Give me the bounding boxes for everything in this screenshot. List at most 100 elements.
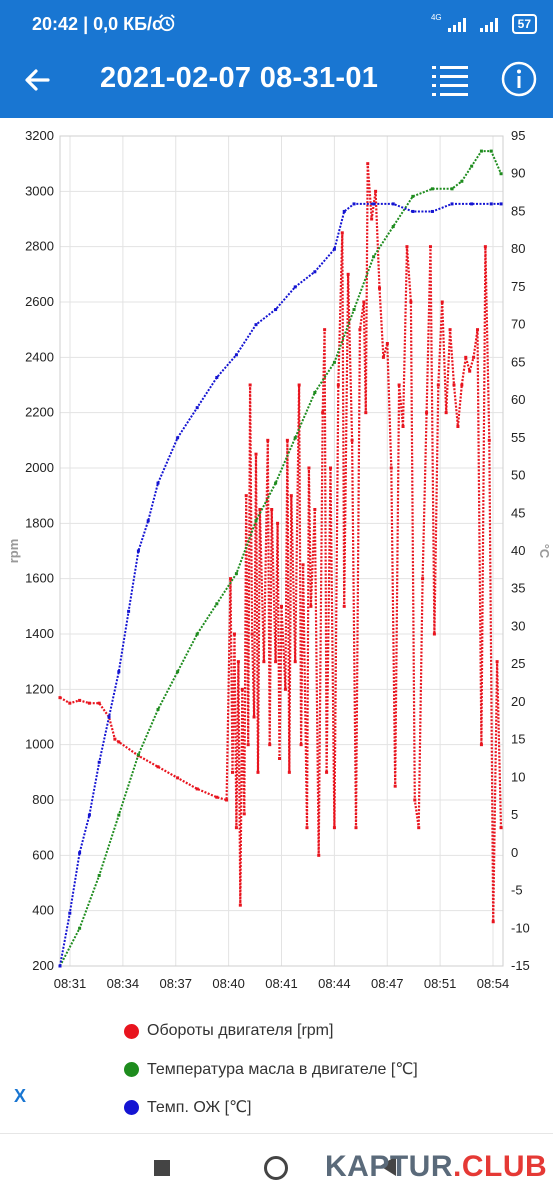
x-tick-label: 08:37 bbox=[159, 976, 192, 991]
legend-item-coolant-temp[interactable]: Темп. ОЖ [℃] bbox=[124, 1088, 418, 1126]
x-tick-label: 08:31 bbox=[54, 976, 87, 991]
data-point bbox=[313, 270, 317, 274]
y-right-tick-label: 75 bbox=[511, 279, 525, 294]
data-point bbox=[107, 715, 111, 719]
x-tick-label: 08:51 bbox=[424, 976, 457, 991]
data-point bbox=[479, 743, 483, 747]
back-arrow-icon[interactable] bbox=[22, 64, 54, 96]
data-point bbox=[468, 369, 472, 373]
data-point bbox=[307, 466, 311, 470]
data-point bbox=[176, 670, 180, 674]
x-tick-label: 08:40 bbox=[212, 976, 245, 991]
legend-item-oil-temp[interactable]: Температура масла в двигателе [℃] bbox=[124, 1050, 418, 1088]
y-left-tick-label: 2600 bbox=[25, 294, 54, 309]
series-line-0 bbox=[59, 162, 503, 923]
plot-frame bbox=[59, 135, 504, 967]
data-point bbox=[113, 737, 117, 741]
data-point bbox=[244, 494, 248, 498]
data-point bbox=[470, 202, 474, 206]
recent-apps-icon[interactable] bbox=[154, 1160, 170, 1176]
y-right-tick-label: 0 bbox=[511, 845, 518, 860]
data-point bbox=[487, 438, 491, 442]
y-right-tick-label: 90 bbox=[511, 166, 525, 181]
data-point bbox=[87, 813, 91, 817]
y-left-tick-label: 1400 bbox=[25, 626, 54, 641]
data-point bbox=[117, 740, 121, 744]
data-point bbox=[313, 508, 317, 511]
data-point bbox=[342, 604, 346, 608]
data-point bbox=[258, 508, 262, 511]
y-right-tick-label: 25 bbox=[511, 656, 525, 671]
data-point bbox=[156, 707, 160, 711]
y-right-tick-label: -15 bbox=[511, 958, 530, 973]
network-type: 4G bbox=[430, 13, 442, 22]
data-point bbox=[215, 795, 219, 799]
x-tick-label: 08:54 bbox=[477, 976, 510, 991]
data-point bbox=[425, 411, 429, 415]
data-point bbox=[432, 632, 436, 636]
x-tick-label: 08:44 bbox=[318, 976, 351, 991]
data-point bbox=[176, 776, 180, 780]
data-point bbox=[299, 743, 303, 747]
data-point bbox=[136, 753, 140, 757]
legend-label: Температура масла в двигателе [℃] bbox=[147, 1061, 418, 1078]
data-point bbox=[483, 245, 487, 249]
line-chart[interactable]: 2004006008001000120014001600180020002200… bbox=[0, 118, 553, 1018]
list-icon[interactable] bbox=[432, 64, 468, 98]
y-right-tick-label: -5 bbox=[511, 883, 523, 898]
x-axis-button[interactable]: X bbox=[14, 1086, 27, 1106]
data-point bbox=[285, 438, 289, 442]
data-point bbox=[372, 202, 376, 206]
data-point bbox=[293, 436, 297, 440]
series-line-2 bbox=[59, 202, 501, 967]
y-left-tick-label: 2400 bbox=[25, 349, 54, 364]
data-point bbox=[464, 355, 468, 359]
legend-dot bbox=[124, 1061, 139, 1077]
data-point bbox=[378, 286, 382, 290]
data-point bbox=[350, 438, 354, 442]
battery-icon: 57 bbox=[511, 14, 537, 34]
data-point bbox=[317, 853, 321, 857]
legend-item-rpm[interactable]: Обороты двигателя [rpm] bbox=[124, 1012, 418, 1050]
data-point bbox=[195, 787, 199, 791]
y-right-tick-label: 20 bbox=[511, 694, 525, 709]
y-right-tick-label: 95 bbox=[511, 128, 525, 143]
data-point bbox=[411, 194, 415, 198]
data-point bbox=[450, 187, 454, 191]
data-point bbox=[309, 604, 313, 608]
data-point bbox=[117, 670, 121, 674]
data-point bbox=[293, 285, 297, 289]
data-point bbox=[452, 383, 456, 387]
y-left-tick-label: 3200 bbox=[25, 128, 54, 143]
data-point bbox=[146, 519, 150, 523]
data-point bbox=[246, 743, 250, 747]
y-right-tick-label: -10 bbox=[511, 920, 530, 935]
home-icon[interactable] bbox=[264, 1156, 288, 1180]
data-point bbox=[287, 770, 291, 774]
data-point bbox=[256, 770, 260, 774]
data-point bbox=[362, 300, 366, 304]
signal-icon bbox=[479, 18, 498, 32]
data-point bbox=[342, 209, 346, 213]
y-left-tick-label: 2000 bbox=[25, 460, 54, 475]
x-tick-label: 08:47 bbox=[371, 976, 404, 991]
data-point bbox=[250, 632, 254, 636]
data-point bbox=[389, 466, 393, 470]
data-point bbox=[136, 549, 140, 553]
data-point bbox=[479, 149, 483, 153]
y-right-tick-label: 55 bbox=[511, 430, 525, 445]
chart-area[interactable]: 200 400 600 800 1000 1200 1400 1600 1800 2000 2200… bbox=[0, 118, 553, 1018]
data-point bbox=[230, 770, 234, 774]
y-right-tick-label: 60 bbox=[511, 392, 525, 407]
data-point bbox=[329, 466, 333, 470]
data-point bbox=[332, 826, 336, 830]
data-point bbox=[472, 355, 476, 359]
info-icon[interactable] bbox=[500, 60, 538, 98]
data-point bbox=[274, 660, 278, 664]
data-point bbox=[278, 757, 282, 760]
back-icon[interactable] bbox=[380, 1156, 396, 1176]
data-point bbox=[97, 873, 101, 877]
data-point bbox=[352, 202, 356, 206]
x-tick-label: 08:34 bbox=[107, 976, 140, 991]
data-point bbox=[409, 300, 413, 304]
